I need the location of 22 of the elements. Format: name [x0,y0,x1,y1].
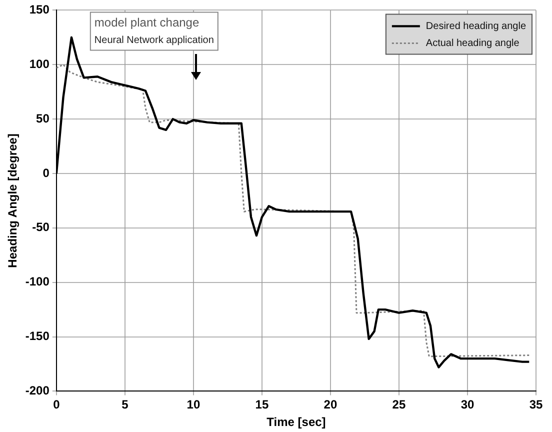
x-tick-label: 15 [255,398,269,412]
y-tick-label: -200 [25,384,50,398]
y-tick-label: 150 [29,2,50,17]
x-axis-title: Time [sec] [266,415,326,430]
x-tick-label: 30 [460,398,474,412]
x-tick-label: 10 [186,398,200,412]
x-tick-label: 0 [53,398,60,412]
x-tick-label: 25 [392,398,406,412]
y-tick-label: 50 [36,111,50,126]
y-tick-label: -100 [25,274,50,289]
x-tick-label: 20 [324,398,338,412]
y-tick-label: -150 [25,329,50,344]
x-tick-label: 5 [122,398,129,412]
annotation: Neural Network application [94,34,214,46]
x-tick-label: 35 [529,398,543,412]
annotation: model plant change [94,16,200,30]
legend-label: Actual heading angle [426,38,520,49]
y-tick-label: 100 [29,56,50,71]
y-tick-label: 0 [42,166,50,180]
y-tick-label: -50 [32,220,50,234]
y-axis-title: Heading Angle [degree] [6,134,20,268]
legend-label: Desired heading angle [426,20,526,32]
